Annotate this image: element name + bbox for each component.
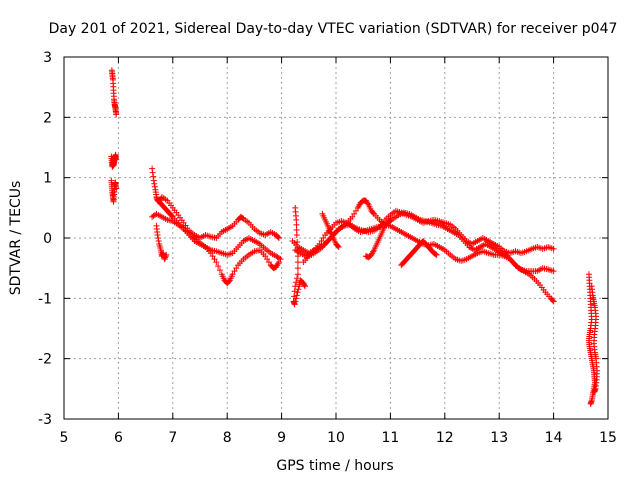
x-tick-label: 13 <box>490 430 508 446</box>
data-point <box>149 165 156 172</box>
data-point <box>294 289 301 296</box>
y-axis-label: SDTVAR / TECUs <box>8 181 24 296</box>
axis-ticks <box>63 56 609 420</box>
data-point <box>113 111 120 118</box>
data-point <box>349 213 356 220</box>
data-point <box>351 210 358 217</box>
data-point <box>352 207 359 214</box>
data-point <box>550 298 557 305</box>
data-point <box>113 156 120 163</box>
data-point <box>154 231 161 238</box>
data-point <box>293 226 300 233</box>
data-point <box>215 263 222 270</box>
data-point <box>149 169 156 176</box>
data-point <box>161 256 168 263</box>
data-point <box>274 233 281 240</box>
data-point <box>209 253 216 260</box>
x-tick-label: 8 <box>223 430 232 446</box>
data-point <box>163 251 170 258</box>
data-point <box>151 183 158 190</box>
data-point <box>370 209 377 216</box>
y-tick-label: 0 <box>43 231 52 247</box>
data-point <box>275 235 282 241</box>
data-point <box>211 256 218 263</box>
data-point <box>113 185 120 192</box>
data-point <box>293 221 300 228</box>
data-point <box>294 259 301 266</box>
data-point <box>150 177 157 184</box>
x-tick-labels: 5 6 7 8 9 10 11 12 13 14 15 <box>60 430 617 446</box>
data-point <box>293 216 300 223</box>
data-point <box>294 265 301 272</box>
data-point <box>277 256 284 263</box>
y-tick-label: -2 <box>38 352 52 368</box>
data-point <box>295 286 302 293</box>
y-tick-label: -1 <box>38 291 52 307</box>
data-point <box>334 243 341 250</box>
data-point <box>301 282 308 289</box>
data-point <box>155 235 162 241</box>
x-axis-label: GPS time / hours <box>276 458 393 474</box>
x-tick-label: 9 <box>277 430 286 446</box>
data-point <box>335 244 342 251</box>
data-point <box>213 259 220 266</box>
data-point <box>293 295 300 302</box>
data-point <box>276 255 283 262</box>
data-point <box>301 283 308 290</box>
y-tick-label: 2 <box>43 110 52 126</box>
data-point <box>293 292 300 299</box>
data-point <box>265 259 272 266</box>
data-point <box>294 239 301 246</box>
data-point <box>549 297 556 304</box>
data-point <box>364 200 371 207</box>
data-points <box>108 67 601 407</box>
data-point <box>294 275 301 282</box>
x-tick-label: 11 <box>381 430 399 446</box>
data-point <box>318 238 325 245</box>
x-tick-label: 12 <box>436 430 454 446</box>
chart-title: Day 201 of 2021, Sidereal Day-to-day VTE… <box>49 21 618 37</box>
x-tick-label: 7 <box>168 430 177 446</box>
data-point <box>168 212 175 219</box>
data-point <box>320 235 327 241</box>
data-point <box>162 254 169 261</box>
y-tick-labels: 3 2 1 0 -1 -2 -3 <box>38 50 52 428</box>
data-point <box>233 265 240 272</box>
data-point <box>386 217 393 224</box>
data-point <box>150 173 157 180</box>
data-point <box>262 253 269 260</box>
data-point <box>591 388 598 395</box>
data-point <box>292 298 299 305</box>
data-point <box>387 216 394 223</box>
x-tick-label: 15 <box>599 430 617 446</box>
y-tick-label: 3 <box>43 50 52 66</box>
y-tick-label: -3 <box>38 412 52 428</box>
data-point <box>291 288 298 295</box>
data-point <box>316 241 323 248</box>
data-point <box>432 251 439 258</box>
data-point <box>162 253 169 260</box>
data-point <box>151 180 158 187</box>
data-point <box>550 245 557 252</box>
x-tick-label: 14 <box>545 430 563 446</box>
data-point <box>229 271 236 278</box>
data-point <box>433 251 440 258</box>
data-point <box>216 267 223 274</box>
data-point <box>294 253 301 260</box>
data-point <box>550 268 557 275</box>
data-point <box>264 256 271 263</box>
y-tick-label: 1 <box>43 171 52 187</box>
data-point <box>294 271 301 278</box>
data-point <box>587 400 594 407</box>
x-tick-label: 10 <box>327 430 345 446</box>
data-point <box>226 278 233 285</box>
x-tick-label: 6 <box>114 430 123 446</box>
data-point <box>291 301 298 308</box>
data-point <box>231 268 238 275</box>
data-point <box>155 238 162 245</box>
data-point <box>293 231 300 238</box>
x-tick-label: 5 <box>60 430 69 446</box>
